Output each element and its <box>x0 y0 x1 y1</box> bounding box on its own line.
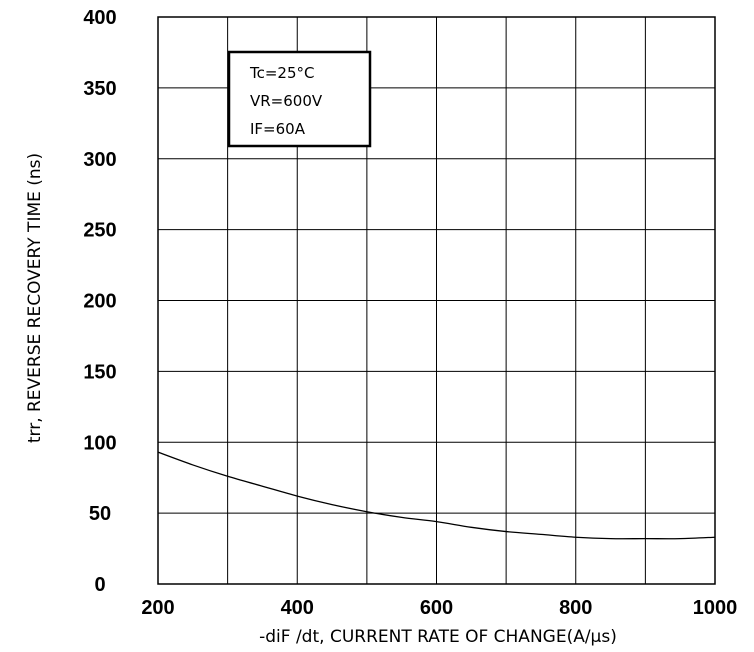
annotation-line-tc: Tc=25°C <box>249 64 315 82</box>
annotation-box <box>227 50 372 148</box>
x-tick-label: 800 <box>559 597 592 619</box>
x-tick-label: 600 <box>420 597 453 619</box>
x-tick-label: 400 <box>281 597 314 619</box>
annotation-line-vr: VR=600V <box>250 92 323 110</box>
conditions-annotation: Tc=25°C VR=600V IF=60A <box>227 50 372 148</box>
annotation-line-if: IF=60A <box>250 120 306 138</box>
x-tick-label: 1000 <box>693 597 738 619</box>
x-tick-label: 200 <box>141 597 174 619</box>
y-tick-label: 250 <box>83 220 116 242</box>
series-layer <box>157 451 716 540</box>
x-axis-title: -diF /dt, CURRENT RATE OF CHANGE(A/μs) <box>259 627 617 647</box>
series-line <box>157 451 716 540</box>
y-tick-label: 350 <box>83 78 116 100</box>
y-tick-label: 50 <box>89 503 111 525</box>
y-tick-label: 150 <box>83 361 116 383</box>
y-tick-label: 200 <box>83 291 116 313</box>
y-tick-label: 0 <box>94 574 105 596</box>
y-tick-labels: 0 50 100 150 200 250 300 350 400 <box>83 7 116 596</box>
plot-frame <box>157 16 716 585</box>
y-axis-title: trr, REVERSE RECOVERY TIME (ns) <box>25 153 45 443</box>
x-tick-labels: 200 400 600 800 1000 <box>141 597 737 619</box>
y-tick-label: 100 <box>83 432 116 454</box>
y-tick-label: 400 <box>83 7 116 29</box>
y-tick-label: 300 <box>83 149 116 171</box>
